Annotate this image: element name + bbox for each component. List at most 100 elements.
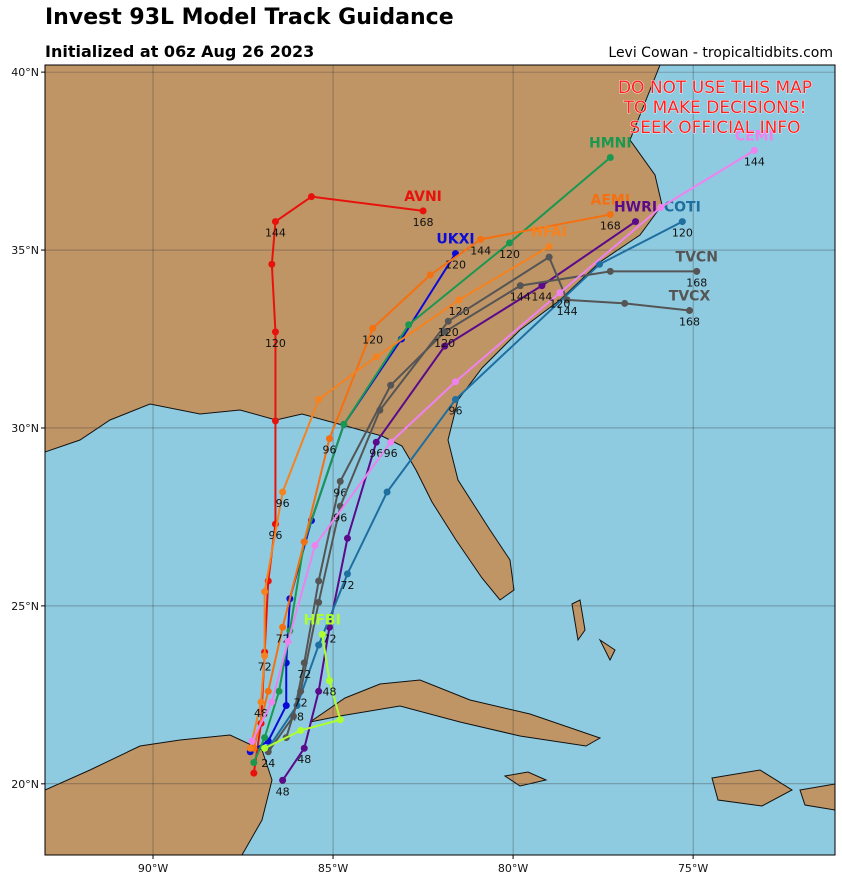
track-point xyxy=(248,737,256,745)
track-point xyxy=(372,353,380,361)
north-america xyxy=(45,65,663,601)
y-tick-label: 25°N xyxy=(11,600,39,613)
forecast-hour: 120 xyxy=(438,326,459,339)
track-point xyxy=(297,726,305,734)
y-tick-label: 20°N xyxy=(11,778,39,791)
track-name: TVCN xyxy=(676,249,718,265)
bahamas xyxy=(571,599,616,662)
track-name: UKXI xyxy=(436,232,474,248)
land xyxy=(45,65,835,855)
forecast-hour: 96 xyxy=(322,444,336,457)
track-point xyxy=(318,630,326,638)
track-name: HMNI xyxy=(589,136,632,152)
track-line xyxy=(285,255,690,738)
track-point xyxy=(505,239,513,247)
forecast-hour: 120 xyxy=(499,248,520,261)
y-tick-label: 35°N xyxy=(11,244,39,257)
y-tick-label: 30°N xyxy=(11,422,39,435)
track-point xyxy=(343,534,351,542)
forecast-hour: 144 xyxy=(744,155,765,168)
warning-text: TO MAKE DECISIONS! xyxy=(623,98,807,118)
track-point xyxy=(372,438,380,446)
jamaica xyxy=(503,771,548,787)
track-point xyxy=(271,328,279,336)
hispaniola xyxy=(711,769,793,807)
forecast-hour: 120 xyxy=(445,259,466,272)
forecast-hour: 168 xyxy=(413,216,434,229)
graticule: 90°W 85°W 80°W 75°W 20°N 25°N 30°N 35°N 40°N xyxy=(11,65,835,875)
track-point xyxy=(545,242,553,250)
track-point xyxy=(606,267,614,275)
forecast-hour: 144 xyxy=(265,227,286,240)
forecast-hour: 72 xyxy=(322,632,336,645)
forecast-hour: 144 xyxy=(557,305,578,318)
track-point xyxy=(275,687,283,695)
forecast-hour: 96 xyxy=(384,447,398,460)
subtitle: Initialized at 06z Aug 26 2023 xyxy=(45,42,314,61)
track-point xyxy=(383,488,391,496)
track-point xyxy=(261,734,269,742)
cuba xyxy=(309,679,602,747)
track-point xyxy=(556,289,564,297)
track-point xyxy=(606,210,614,218)
track-name: TVCX xyxy=(669,289,711,305)
x-tick-label: 80°W xyxy=(498,862,528,875)
track-point xyxy=(545,253,553,261)
track-point xyxy=(343,570,351,578)
track-point xyxy=(257,698,265,706)
track-point xyxy=(686,307,694,315)
track-point xyxy=(678,218,686,226)
track-point xyxy=(369,324,377,332)
track-line xyxy=(267,220,683,749)
track-point xyxy=(538,282,546,290)
track-point xyxy=(477,235,485,243)
track-point xyxy=(250,758,258,766)
puerto-rico-coast xyxy=(799,783,835,811)
track-point xyxy=(297,687,305,695)
forecast-hour: 120 xyxy=(549,298,570,311)
forecast-hour: 120 xyxy=(362,333,383,346)
forecast-hour: 72 xyxy=(294,696,308,709)
track-point xyxy=(405,321,413,329)
track-name: AVNI xyxy=(404,189,442,205)
track-point xyxy=(336,477,344,485)
track-name: HFBI xyxy=(304,612,341,628)
forecast-hour: 120 xyxy=(434,337,455,350)
track-point xyxy=(271,417,279,425)
forecast-hour: 48 xyxy=(322,686,336,699)
track-point xyxy=(387,381,395,389)
track-point xyxy=(315,577,323,585)
forecast-hour: 120 xyxy=(265,337,286,350)
y-tick-label: 40°N xyxy=(11,66,39,79)
forecast-hour: 72 xyxy=(258,661,272,674)
track-point xyxy=(268,260,276,268)
forecast-hour: 96 xyxy=(276,497,290,510)
forecast-hour: 120 xyxy=(449,305,470,318)
forecast-hour: 144 xyxy=(510,291,531,304)
track-point xyxy=(596,260,604,268)
track-point xyxy=(279,623,287,631)
track-point xyxy=(250,769,258,777)
track-point xyxy=(282,702,290,710)
track-point xyxy=(261,652,269,660)
track-point xyxy=(657,203,665,211)
track-point xyxy=(311,541,319,549)
track-point xyxy=(315,396,323,404)
track-point xyxy=(315,598,323,606)
forecast-hour: 72 xyxy=(340,579,354,592)
tracks: 16814412096AVNI120UKXI120HMNI16814412096… xyxy=(246,128,774,798)
track-point xyxy=(606,154,614,162)
track-point xyxy=(279,488,287,496)
x-tick-label: 75°W xyxy=(678,862,708,875)
track-point xyxy=(336,716,344,724)
track-point xyxy=(261,744,269,752)
track-point xyxy=(246,744,254,752)
track-point xyxy=(279,776,287,784)
track-point xyxy=(750,146,758,154)
track-point xyxy=(441,328,449,336)
forecast-hour: 168 xyxy=(679,316,700,329)
forecast-hour: 168 xyxy=(600,219,621,232)
track-point xyxy=(315,641,323,649)
